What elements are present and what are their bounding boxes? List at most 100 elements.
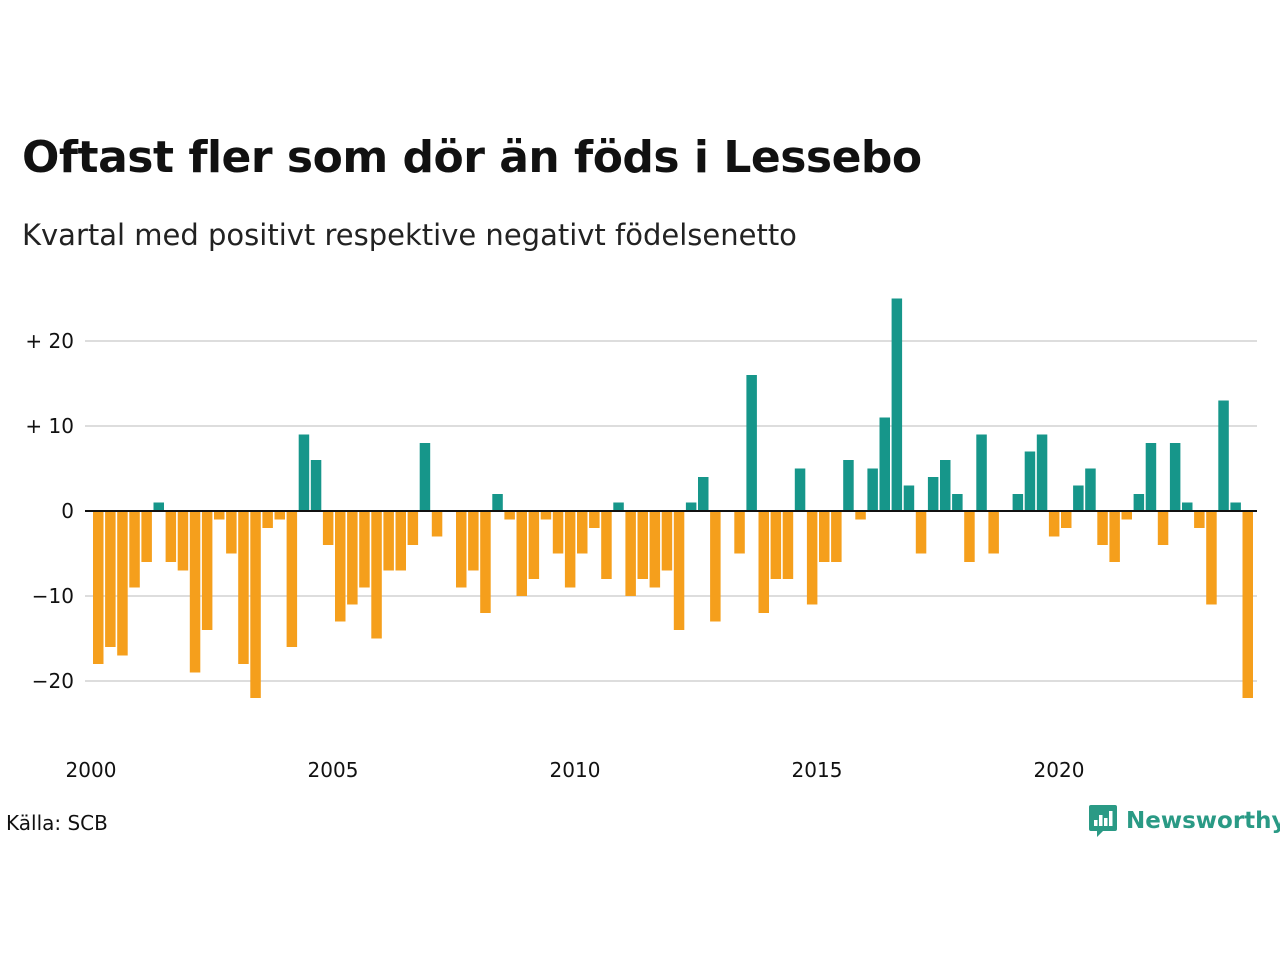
bar (1242, 511, 1253, 698)
bar (1012, 494, 1024, 511)
bar (347, 511, 358, 605)
bar-chart: + 20 + 10 0 −10 −20 2000 2005 2010 2015 2020 (25, 298, 1257, 782)
chart-subtitle: Kvartal med positivt respektive negativt… (22, 218, 797, 252)
bar (310, 460, 322, 511)
y-tick-label: + 20 (25, 329, 74, 353)
bar (1024, 451, 1036, 511)
bar (601, 511, 612, 579)
chart-title: Oftast fler som dör än föds i Lessebo (22, 132, 922, 183)
bar (710, 511, 721, 622)
bar (504, 511, 515, 520)
bar (879, 417, 890, 511)
bar (685, 502, 697, 511)
bar (855, 511, 866, 520)
bar (201, 511, 213, 630)
bar (419, 443, 431, 511)
bar (1206, 511, 1217, 605)
bar (274, 511, 285, 520)
bar (480, 511, 491, 613)
bar (891, 298, 903, 511)
bar (625, 511, 636, 596)
bar (189, 511, 201, 673)
bar (988, 511, 999, 554)
bar (1194, 511, 1205, 528)
bar (395, 511, 406, 571)
brand-logo[interactable]: Newsworthy (1088, 803, 1280, 839)
bar (1145, 443, 1157, 511)
bar (831, 511, 842, 562)
newsworthy-logo-icon (1089, 805, 1117, 837)
y-tick-label: −20 (32, 669, 74, 693)
bar (335, 511, 346, 622)
source-note: Källa: SCB (6, 811, 108, 835)
bar (298, 434, 310, 511)
bar (1036, 434, 1048, 511)
bar (577, 511, 588, 554)
bar (589, 511, 600, 528)
bar (613, 502, 624, 511)
bar (734, 511, 745, 554)
bar (952, 494, 963, 511)
bar (286, 511, 298, 647)
x-tick-label: 2015 (792, 758, 843, 782)
bar (431, 511, 443, 537)
bar (226, 511, 237, 554)
bar (141, 511, 152, 562)
bar (698, 477, 709, 511)
bar (927, 477, 939, 511)
x-tick-label: 2020 (1034, 758, 1085, 782)
bar (1109, 511, 1120, 562)
bar (806, 511, 818, 605)
x-tick-label: 2010 (550, 758, 601, 782)
bar (165, 511, 177, 562)
bar (1048, 511, 1060, 537)
bar (770, 511, 782, 579)
bar (1121, 511, 1132, 520)
brand-name: Newsworthy (1126, 808, 1280, 834)
bars (93, 298, 1253, 698)
y-tick-label: −10 (32, 584, 74, 608)
y-tick-label: 0 (61, 499, 74, 523)
bar (915, 511, 927, 554)
grid-lines (85, 340, 1257, 682)
bar (661, 511, 673, 571)
x-tick-label: 2000 (66, 758, 117, 782)
bar (794, 468, 806, 511)
bar (383, 511, 394, 571)
bar (976, 434, 987, 511)
bar (492, 494, 503, 511)
bar (552, 511, 564, 554)
bar (456, 511, 467, 588)
bar (746, 375, 757, 511)
bar (649, 511, 661, 588)
bar (782, 511, 794, 579)
bar (262, 511, 273, 528)
x-tick-label: 2005 (308, 758, 359, 782)
bar (153, 502, 164, 511)
bar (758, 511, 769, 613)
bar (964, 511, 975, 562)
bar (1218, 400, 1229, 511)
bar (359, 511, 370, 588)
bar (903, 485, 915, 511)
bar (528, 511, 540, 579)
x-axis-labels: 2000 2005 2010 2015 2020 (66, 758, 1085, 782)
bar (1157, 511, 1169, 545)
bar (637, 511, 648, 579)
bar (371, 511, 382, 639)
bar (129, 511, 140, 588)
bar (238, 511, 249, 664)
bar (1169, 443, 1181, 511)
bar (214, 511, 225, 520)
bar (250, 511, 261, 698)
bar (322, 511, 334, 545)
bar (105, 511, 116, 647)
bar (516, 511, 527, 596)
y-tick-label: + 10 (25, 414, 74, 438)
bar (1182, 502, 1193, 511)
bar (1230, 502, 1241, 511)
bar (1133, 494, 1145, 511)
bar (843, 460, 854, 511)
bar (468, 511, 479, 571)
bar (407, 511, 419, 545)
